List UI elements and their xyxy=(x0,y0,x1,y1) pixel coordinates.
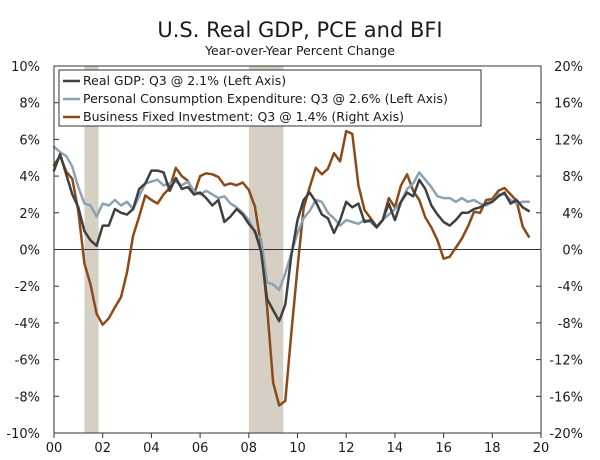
series-line-business-fixed-investment xyxy=(52,129,531,407)
left-tick-label: 10% xyxy=(11,60,40,75)
right-tick-label: -20% xyxy=(549,427,583,442)
legend-label-pce: Personal Consumption Expenditure: Q3 @ 2… xyxy=(83,91,448,106)
x-tick-label: 16 xyxy=(435,441,452,456)
series-line-real-gdp xyxy=(52,152,531,323)
series-lines xyxy=(52,129,531,407)
left-tick-label: -10% xyxy=(6,427,40,442)
left-tick-label: 0% xyxy=(19,244,40,259)
left-tick-label: -4% xyxy=(15,317,40,332)
right-tick-label: 0% xyxy=(562,244,583,259)
x-tick-label: 12 xyxy=(338,441,355,456)
right-tick-label: -12% xyxy=(549,354,583,369)
legend: Real GDP: Q3 @ 2.1% (Left Axis) Personal… xyxy=(58,69,482,127)
left-tick-label: -6% xyxy=(15,354,40,369)
chart-subtitle: Year-over-Year Percent Change xyxy=(204,43,395,58)
legend-label-real-gdp: Real GDP: Q3 @ 2.1% (Left Axis) xyxy=(83,73,286,88)
right-axis: 20% 16% 12% 8% 4% 0% -4% -8% -12% -16% -20% xyxy=(536,60,583,442)
chart-title: U.S. Real GDP, PCE and BFI xyxy=(157,18,442,42)
right-tick-label: 12% xyxy=(554,133,583,148)
left-tick-label: 6% xyxy=(19,133,40,148)
right-tick-label: -16% xyxy=(549,390,583,405)
legend-box xyxy=(58,69,482,127)
left-axis: 10% 8% 6% 4% 2% 0% -2% -4% -6% -8% -10% xyxy=(6,60,59,442)
x-tick-label: 00 xyxy=(46,441,63,456)
x-tick-label: 18 xyxy=(484,441,501,456)
x-tick-label: 08 xyxy=(241,441,258,456)
left-tick-label: 4% xyxy=(19,170,40,185)
x-tick-label: 14 xyxy=(387,441,404,456)
legend-label-bfi: Business Fixed Investment: Q3 @ 1.4% (Ri… xyxy=(83,109,404,124)
left-tick-label: 8% xyxy=(19,97,40,112)
x-tick-label: 10 xyxy=(289,441,306,456)
x-axis: 00 02 04 06 08 10 12 14 16 18 20 xyxy=(46,433,550,456)
left-tick-label: -2% xyxy=(15,280,40,295)
right-tick-label: -8% xyxy=(558,317,583,332)
right-tick-label: 8% xyxy=(562,170,583,185)
right-tick-label: 16% xyxy=(554,97,583,112)
right-tick-label: 20% xyxy=(554,60,583,75)
x-tick-label: 06 xyxy=(192,441,209,456)
x-tick-label: 20 xyxy=(533,441,550,456)
left-tick-label: 2% xyxy=(19,207,40,222)
x-tick-label: 04 xyxy=(143,441,160,456)
left-tick-label: -8% xyxy=(15,390,40,405)
x-tick-label: 02 xyxy=(94,441,111,456)
right-tick-label: 4% xyxy=(562,207,583,222)
right-tick-label: -4% xyxy=(558,280,583,295)
